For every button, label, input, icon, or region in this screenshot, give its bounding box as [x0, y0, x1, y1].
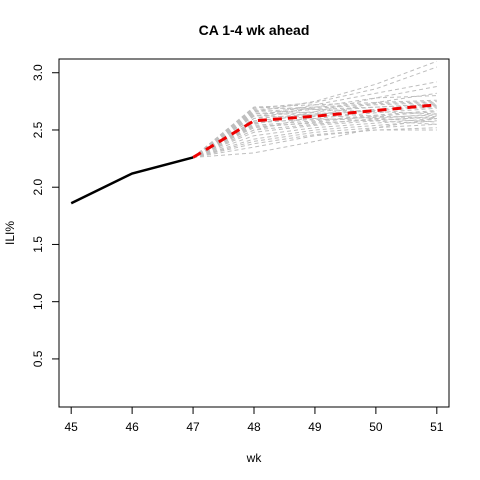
forecast-mean-layer: [192, 103, 437, 159]
ensemble-line: [192, 112, 437, 158]
ensemble-line: [192, 111, 437, 158]
ensemble-line: [192, 92, 437, 158]
ensemble-line: [192, 110, 437, 158]
observed-line: [70, 156, 194, 205]
observed-layer: [70, 156, 194, 205]
ensemble-line: [192, 114, 437, 158]
y-tick-label: 2.0: [31, 179, 45, 196]
y-tick-label: 0.5: [31, 350, 45, 367]
ensemble-line: [192, 60, 437, 158]
y-axis-label: ILI%: [3, 221, 17, 245]
x-tick-label: 46: [125, 420, 139, 434]
x-tick-label: 47: [186, 420, 200, 434]
y-axis: 0.5 1.0 1.5 2.0 2.5 3.0: [31, 64, 60, 367]
x-tick-label: 50: [369, 420, 383, 434]
y-tick-label: 2.5: [31, 121, 45, 138]
x-axis-label: wk: [246, 451, 263, 465]
x-tick-label: 49: [308, 420, 322, 434]
ensemble-forecasts: [192, 60, 437, 158]
ensemble-line: [192, 127, 437, 158]
x-axis: 45 46 47 48 49 50 51: [65, 406, 444, 434]
ensemble-line: [192, 106, 437, 158]
ensemble-line: [192, 116, 437, 158]
ensemble-line: [192, 81, 437, 158]
ensemble-line: [192, 103, 437, 158]
ensemble-line: [193, 129, 437, 158]
x-tick-label: 48: [247, 420, 261, 434]
ensemble-line: [192, 114, 437, 158]
ensemble-line: [192, 105, 437, 158]
forecast-mean-line: [192, 103, 437, 159]
ensemble-line: [192, 123, 437, 158]
ensemble-line: [192, 107, 437, 158]
ensemble-line: [192, 66, 437, 158]
ensemble-line: [192, 120, 437, 158]
chart-title: CA 1-4 wk ahead: [199, 22, 310, 38]
x-tick-label: 45: [65, 420, 79, 434]
ensemble-line: [192, 115, 437, 158]
y-tick-label: 1.0: [31, 293, 45, 310]
x-tick-label: 51: [430, 420, 444, 434]
y-tick-label: 1.5: [31, 236, 45, 253]
ensemble-line: [193, 118, 437, 158]
ensemble-line: [192, 100, 437, 158]
ensemble-line: [192, 118, 437, 158]
ensemble-line: [192, 95, 437, 158]
y-tick-label: 3.0: [31, 64, 45, 81]
